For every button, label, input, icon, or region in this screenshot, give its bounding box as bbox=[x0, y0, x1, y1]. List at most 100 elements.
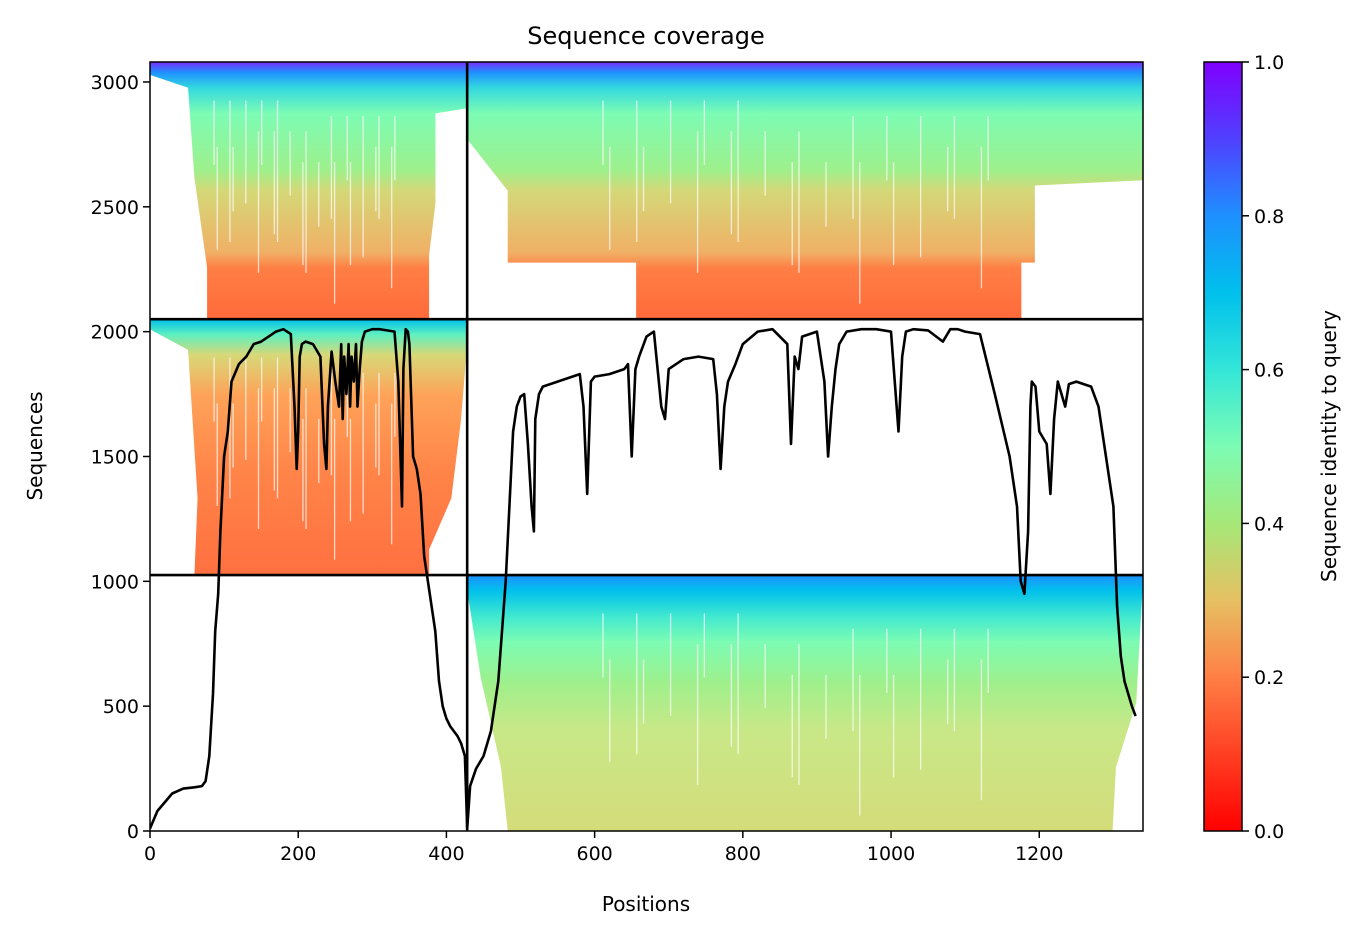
coverage-gap bbox=[150, 329, 198, 576]
coverage-gap bbox=[150, 74, 208, 320]
colorbar-tick-label: 0.0 bbox=[1254, 821, 1284, 843]
coverage-gap-streak bbox=[730, 131, 733, 235]
y-axis-label: Sequences bbox=[23, 391, 47, 500]
coverage-gap bbox=[1021, 180, 1143, 320]
coverage-gap-streak bbox=[669, 613, 672, 716]
coverage-gap-streak bbox=[261, 100, 263, 165]
coverage-gap-streak bbox=[302, 418, 304, 522]
coverage-gap-streak bbox=[730, 644, 733, 747]
coverage-gap-streak bbox=[305, 388, 307, 530]
coverage-gap-streak bbox=[375, 146, 377, 212]
coverage-gap-streak bbox=[919, 628, 922, 770]
coverage-gap-streak bbox=[276, 100, 279, 243]
x-tick-label: 600 bbox=[576, 843, 612, 865]
coverage-gap-streak bbox=[980, 659, 983, 801]
coverage-gap-streak bbox=[859, 674, 861, 816]
y-tick-label: 500 bbox=[103, 696, 139, 718]
coverage-gap-streak bbox=[947, 659, 949, 724]
coverage-gap-streak bbox=[798, 131, 800, 273]
coverage-gap-streak bbox=[852, 628, 854, 732]
coverage-gap-streak bbox=[229, 100, 231, 243]
coverage-gap-streak bbox=[318, 162, 320, 227]
coverage-gap-streak bbox=[602, 613, 604, 678]
coverage-gap-streak bbox=[346, 372, 348, 437]
coverage-gap-streak bbox=[636, 100, 638, 243]
coverage-gap-streak bbox=[333, 162, 336, 304]
coverage-gap-streak bbox=[362, 372, 364, 514]
coverage-gap-streak bbox=[257, 388, 260, 530]
coverage-gap-streak bbox=[987, 116, 989, 181]
coverage-gap-streak bbox=[302, 162, 304, 266]
coverage-gap-streak bbox=[953, 628, 956, 732]
x-tick-label: 1200 bbox=[1015, 843, 1063, 865]
colorbar-label: Sequence identity to query bbox=[1317, 310, 1341, 582]
coverage-gap-streak bbox=[232, 146, 234, 212]
coverage-gap-streak bbox=[609, 659, 611, 762]
coverage-gap bbox=[429, 108, 468, 320]
coverage-gap-streak bbox=[245, 100, 247, 204]
coverage-gap-streak bbox=[798, 644, 800, 785]
coverage-gap-streak bbox=[987, 628, 989, 693]
coverage-gap-streak bbox=[216, 403, 218, 506]
chart-title: Sequence coverage bbox=[527, 22, 764, 50]
coverage-gap-streak bbox=[886, 628, 888, 693]
y-tick-label: 2500 bbox=[91, 197, 139, 219]
coverage-line bbox=[150, 327, 1137, 830]
coverage-gap-streak bbox=[378, 372, 380, 476]
heatmap-block bbox=[150, 319, 468, 576]
colorbar: 0.0 0.2 0.4 0.6 0.8 1.0 Sequence identity to … bbox=[1203, 52, 1341, 843]
heatmap-block bbox=[467, 575, 1143, 831]
coverage-gap bbox=[467, 139, 637, 320]
coverage-gap-streak bbox=[257, 131, 260, 273]
y-tick-label: 2000 bbox=[91, 322, 139, 344]
x-axis: 0 200 400 600 800 1000 1200 bbox=[144, 831, 1063, 865]
coverage-gap-streak bbox=[947, 146, 949, 212]
coverage-gap-streak bbox=[636, 613, 638, 755]
coverage-gap-streak bbox=[825, 674, 827, 739]
coverage-gap-streak bbox=[378, 116, 380, 219]
colorbar-gradient bbox=[1203, 61, 1243, 832]
coverage-gap bbox=[1112, 580, 1143, 831]
y-tick-label: 1500 bbox=[91, 446, 139, 468]
x-tick-label: 800 bbox=[725, 843, 761, 865]
coverage-gap-streak bbox=[892, 674, 895, 778]
coverage-gap-streak bbox=[213, 357, 215, 422]
coverage-gap-streak bbox=[213, 100, 215, 165]
colorbar-tick-label: 0.2 bbox=[1254, 667, 1284, 689]
y-axis: 0 500 1000 1500 2000 2500 3000 bbox=[91, 72, 150, 843]
coverage-gap-streak bbox=[261, 357, 263, 422]
x-tick-label: 1000 bbox=[867, 843, 915, 865]
coverage-gap-streak bbox=[859, 162, 861, 304]
coverage-gap-streak bbox=[642, 146, 645, 212]
coverage-gap bbox=[429, 344, 468, 576]
coverage-gap-streak bbox=[669, 100, 672, 204]
coverage-gap-streak bbox=[330, 116, 333, 219]
coverage-gap-streak bbox=[362, 116, 364, 258]
coverage-gap-streak bbox=[333, 418, 336, 560]
x-axis-label: Positions bbox=[602, 892, 690, 916]
coverage-gap-streak bbox=[791, 162, 793, 266]
coverage-gap-streak bbox=[318, 418, 320, 483]
coverage-gap-streak bbox=[375, 403, 377, 468]
coverage-gap-streak bbox=[886, 116, 888, 181]
colorbar-tick-label: 1.0 bbox=[1254, 52, 1284, 74]
colorbar-ticks: 0.0 0.2 0.4 0.6 0.8 1.0 bbox=[1242, 52, 1284, 843]
plot-frame bbox=[149, 61, 1144, 832]
coverage-gap-streak bbox=[289, 131, 291, 196]
plot-area bbox=[150, 62, 1143, 831]
y-tick-label: 0 bbox=[127, 821, 139, 843]
coverage-gap-streak bbox=[289, 388, 291, 453]
coverage-gap-streak bbox=[273, 131, 275, 235]
heatmap-fill bbox=[467, 575, 1143, 831]
colorbar-tick-label: 0.4 bbox=[1254, 513, 1284, 535]
coverage-gap-streak bbox=[330, 372, 333, 476]
x-tick-label: 400 bbox=[428, 843, 464, 865]
coverage-gap-streak bbox=[346, 116, 348, 181]
coverage-gap-streak bbox=[394, 116, 396, 181]
coverage-gap-streak bbox=[642, 659, 645, 724]
coverage-gap-streak bbox=[349, 162, 352, 266]
coverage-gap-streak bbox=[919, 116, 922, 258]
coverage-gap-streak bbox=[349, 418, 352, 522]
coverage-gap-streak bbox=[703, 613, 706, 678]
